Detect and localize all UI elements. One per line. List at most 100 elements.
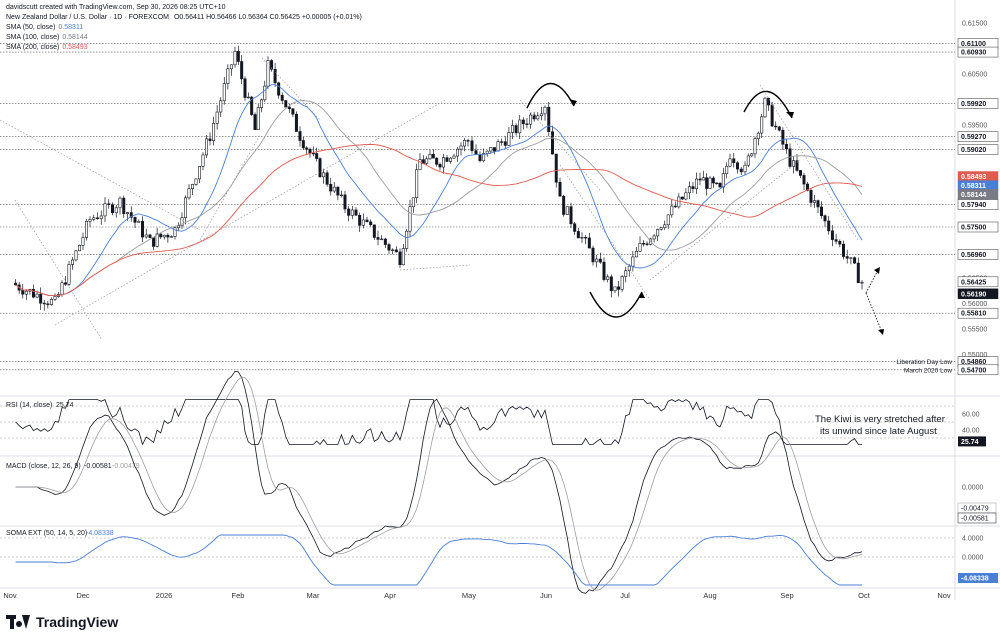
candle-body: [732, 158, 736, 164]
candle-body: [518, 119, 522, 134]
candle-body: [503, 141, 507, 146]
candle-body: [598, 258, 602, 263]
price-tag: [957, 288, 999, 300]
candle-body: [39, 293, 43, 304]
price-tag-label: 0.58311: [961, 183, 986, 190]
candle-body: [830, 230, 834, 240]
candle-body: [539, 113, 543, 117]
candle-body: [88, 219, 92, 222]
credit-line: davidscutt created with TradingView.com,…: [6, 4, 226, 11]
x-axis-label: Aug: [703, 591, 716, 600]
candle-body: [35, 293, 39, 298]
candle-body: [677, 196, 681, 208]
candle-body: [208, 138, 212, 141]
candle-body: [656, 229, 660, 237]
rsi-label: RSI (14, close): [6, 402, 52, 409]
trendline: [559, 164, 651, 301]
x-axis-label: Sep: [780, 591, 793, 600]
candle-body: [645, 243, 649, 245]
candle-body: [743, 164, 747, 173]
candle-body: [514, 125, 518, 134]
price-tick-label: 0.55500: [962, 327, 987, 334]
candle-body: [148, 234, 152, 238]
candle-body: [85, 220, 89, 238]
candle-body: [507, 132, 511, 146]
candle-body: [438, 164, 442, 168]
sma100-legend[interactable]: SMA (100, close) 0.58144: [6, 34, 88, 41]
candle-body: [144, 234, 148, 238]
candle-body: [849, 257, 853, 259]
x-axis-label: Feb: [232, 591, 245, 600]
trendline: [519, 99, 601, 191]
candle-body: [322, 172, 326, 178]
candle-body: [273, 68, 277, 84]
macd-label: MACD (close, 12, 26, 9): [6, 463, 81, 470]
candle-body: [684, 192, 688, 200]
candle-body: [652, 235, 656, 240]
x-axis-label: Jul: [620, 591, 630, 600]
candle-body: [529, 114, 533, 125]
level-tag: [957, 46, 999, 58]
candle-body: [659, 227, 663, 230]
candle-body: [620, 276, 624, 290]
candle-body: [474, 150, 478, 155]
candle-body: [222, 83, 226, 102]
candle-body: [448, 157, 452, 162]
candle-body: [455, 148, 459, 157]
candle-body: [71, 259, 75, 265]
x-axis-label: Nov: [3, 591, 17, 600]
price-tick-label: 0.56000: [962, 301, 987, 308]
candle-body: [169, 236, 173, 238]
candle-body: [841, 243, 845, 257]
annotation-text: The Kiwi is very stretched after: [815, 414, 945, 425]
candle-body: [812, 200, 816, 203]
candle-body: [137, 221, 141, 223]
candle-body: [166, 234, 170, 238]
tradingview-footer[interactable]: TradingView: [6, 614, 118, 630]
candle-body: [236, 50, 240, 62]
candle-body: [191, 184, 195, 190]
level-tag-label: 0.59270: [961, 134, 986, 141]
level-tag-label: 0.56960: [961, 252, 986, 259]
candle-body: [687, 186, 691, 194]
candle-body: [721, 173, 725, 188]
candle-body: [470, 140, 474, 151]
candle-body: [543, 106, 547, 115]
candle-body: [760, 116, 764, 134]
candle-body: [64, 282, 68, 285]
tradingview-logo-icon: [6, 615, 30, 629]
candle-body: [387, 244, 391, 251]
arc-top-jun: [526, 82, 575, 109]
soma-line: [15, 534, 862, 586]
candle-body: [270, 60, 274, 70]
candle-body: [284, 100, 288, 108]
candle-body: [21, 289, 25, 295]
candle-body: [705, 177, 709, 189]
level-tag: [957, 98, 999, 109]
price-tag-label: 0.56425: [961, 279, 986, 286]
candle-body: [259, 99, 263, 108]
candle-body: [415, 169, 419, 199]
candle-body: [435, 157, 439, 165]
sma200-legend[interactable]: SMA (200, close) 0.58493: [6, 44, 88, 51]
candle-body: [584, 237, 588, 239]
candle-body: [573, 223, 577, 232]
candle-body: [67, 264, 71, 285]
candle-body: [256, 107, 260, 131]
price-tag-label: 0.58493: [961, 174, 986, 181]
rsi-tag-label: 25.74: [961, 439, 979, 446]
macd-signal-line: [15, 376, 863, 591]
x-axis-label: Apr: [384, 591, 396, 600]
candle-body: [834, 239, 838, 242]
candle-body: [666, 214, 670, 226]
candle-body: [728, 158, 732, 167]
trendline: [399, 264, 471, 271]
candle-body: [634, 250, 638, 258]
candle-body: [763, 97, 767, 118]
candle-body: [159, 233, 163, 238]
candle-body: [365, 219, 369, 223]
sma50-legend[interactable]: SMA (50, close) 0.58311: [6, 24, 84, 31]
soma-value: -4.08338: [86, 530, 114, 537]
candle-body: [819, 206, 823, 217]
candle-body: [226, 68, 230, 84]
